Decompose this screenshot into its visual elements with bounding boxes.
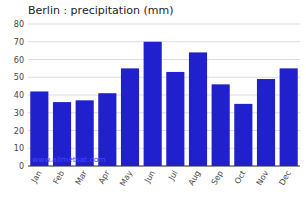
x-tick-label: Jul [167,169,180,183]
x-tick-label: Feb [51,169,66,186]
x-axis: Jan Feb Mar Apr May Jun Jul Aug Sep Oct Nov Dec [29,168,293,187]
bar [166,72,184,166]
bar [280,68,298,166]
bar [212,84,230,166]
title: Berlin : precipitation (mm) [28,4,173,17]
grid-line [28,77,300,78]
y-tick-label: 80 [14,20,24,29]
grid-line [28,166,300,167]
x-tick-label: Dec [277,169,293,187]
x-tick-label: May [118,169,134,188]
grid-line [28,41,300,42]
bar [189,52,207,166]
x-tick-label: Sep [210,169,225,187]
x-tick-label: Aug [187,169,203,187]
x-tick-label: Oct [233,169,248,185]
y-axis: 0 10 20 30 40 50 60 70 80 [14,20,300,171]
y-tick-label: 10 [14,144,24,153]
x-axis-line [28,166,300,167]
x-tick-label: Nov [255,169,271,187]
grid-line [28,24,300,25]
y-tick-label: 20 [14,127,24,136]
y-tick-label: 70 [14,38,24,47]
bar [234,104,252,166]
y-tick-label: 50 [14,73,24,82]
x-tick-label: Jan [29,169,43,185]
bars [30,42,297,166]
x-tick-label: Mar [74,168,90,186]
grid-line [28,59,300,60]
watermark: www.allmetsat.com [32,155,106,164]
bar [257,79,275,166]
y-tick-label: 0 [19,162,24,171]
y-tick-label: 60 [14,56,24,65]
y-tick-label: 40 [14,91,24,100]
chart-container: Berlin : precipitation (mm) 0 10 20 30 40 50 60… [0,0,306,200]
x-tick-label: Apr [97,168,112,185]
x-tick-label: Jun [142,169,157,185]
bar [144,42,162,166]
y-tick-label: 30 [14,109,24,118]
chart-svg: Berlin : precipitation (mm) 0 10 20 30 40 50 60… [0,0,306,200]
bar [121,68,139,166]
